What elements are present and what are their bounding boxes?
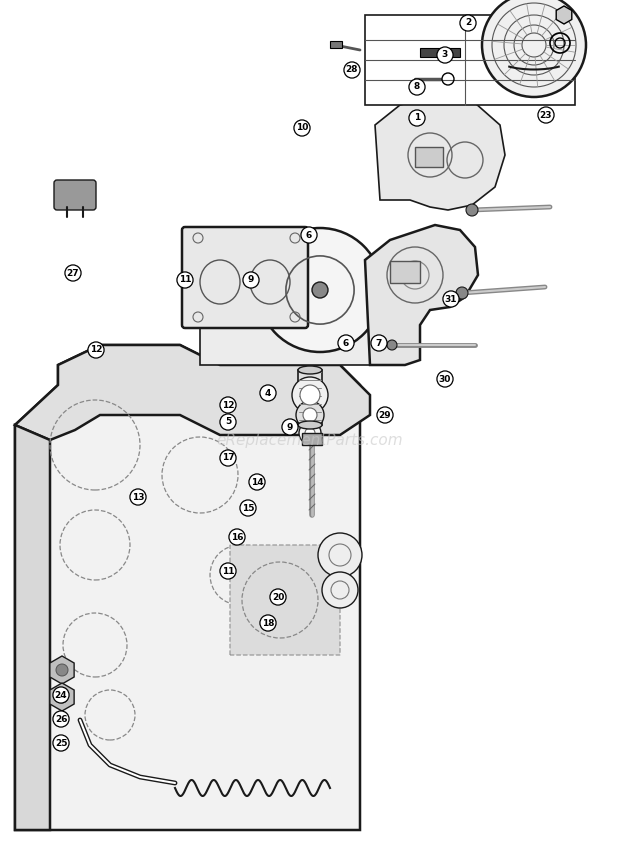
Circle shape (296, 401, 324, 429)
Circle shape (56, 691, 68, 703)
Text: 8: 8 (414, 82, 420, 91)
Circle shape (249, 474, 265, 490)
Polygon shape (365, 225, 478, 365)
Text: 6: 6 (306, 231, 312, 239)
Text: 18: 18 (262, 618, 274, 628)
Circle shape (303, 408, 317, 422)
Text: 24: 24 (55, 691, 68, 699)
Text: 11: 11 (222, 567, 234, 575)
Polygon shape (230, 545, 340, 655)
Text: 28: 28 (346, 66, 358, 74)
Polygon shape (15, 425, 50, 830)
Circle shape (318, 533, 362, 577)
Ellipse shape (298, 366, 322, 374)
Circle shape (437, 371, 453, 387)
Text: 25: 25 (55, 739, 67, 747)
Polygon shape (15, 345, 360, 830)
Text: 26: 26 (55, 715, 67, 723)
Circle shape (220, 414, 236, 430)
Text: 14: 14 (250, 477, 264, 486)
Circle shape (53, 735, 69, 751)
Text: 13: 13 (131, 492, 144, 502)
Circle shape (282, 419, 298, 435)
Circle shape (482, 0, 586, 97)
Circle shape (322, 572, 358, 608)
Text: 12: 12 (90, 345, 102, 355)
Bar (298, 370, 322, 425)
Circle shape (260, 615, 276, 631)
FancyBboxPatch shape (54, 180, 96, 210)
Circle shape (443, 291, 459, 307)
Circle shape (270, 589, 286, 605)
Circle shape (220, 563, 236, 579)
Circle shape (258, 228, 382, 352)
Bar (420, 48, 460, 57)
Bar (330, 41, 342, 48)
Bar (415, 147, 443, 167)
Text: 31: 31 (445, 294, 458, 304)
Text: eReplacementParts.com: eReplacementParts.com (216, 433, 404, 447)
Circle shape (409, 110, 425, 126)
Circle shape (177, 272, 193, 288)
Text: 20: 20 (272, 593, 284, 602)
Circle shape (56, 664, 68, 676)
Circle shape (243, 272, 259, 288)
Text: 6: 6 (343, 339, 349, 347)
Circle shape (88, 342, 104, 358)
Text: 30: 30 (439, 374, 451, 384)
Circle shape (409, 79, 425, 95)
Bar (302, 433, 322, 445)
Text: 5: 5 (225, 417, 231, 427)
Circle shape (220, 397, 236, 413)
Text: 17: 17 (222, 453, 234, 463)
Text: 12: 12 (222, 400, 234, 410)
Circle shape (294, 120, 310, 136)
Circle shape (344, 62, 360, 78)
Circle shape (466, 204, 478, 216)
Text: 10: 10 (296, 123, 308, 133)
Text: 9: 9 (287, 422, 293, 432)
Circle shape (387, 340, 397, 350)
Circle shape (220, 450, 236, 466)
Text: 7: 7 (376, 339, 382, 347)
Bar (390, 261, 420, 283)
Text: 3: 3 (442, 50, 448, 60)
Text: 11: 11 (179, 275, 191, 285)
Bar (365, 15, 575, 105)
Circle shape (53, 687, 69, 703)
Polygon shape (15, 345, 370, 440)
Text: 29: 29 (379, 410, 391, 420)
Circle shape (229, 529, 245, 545)
Circle shape (338, 335, 354, 351)
Circle shape (312, 282, 328, 298)
Circle shape (538, 107, 554, 123)
Circle shape (460, 15, 476, 31)
Ellipse shape (298, 421, 322, 429)
Polygon shape (375, 95, 505, 210)
Circle shape (65, 265, 81, 281)
Circle shape (437, 47, 453, 63)
Circle shape (292, 377, 328, 413)
Circle shape (130, 489, 146, 505)
Text: 15: 15 (242, 504, 254, 512)
Circle shape (260, 385, 276, 401)
Text: 16: 16 (231, 533, 243, 541)
Text: 1: 1 (414, 114, 420, 122)
Circle shape (456, 287, 468, 299)
Text: 9: 9 (248, 275, 254, 285)
Circle shape (377, 407, 393, 423)
Circle shape (300, 385, 320, 405)
Text: 4: 4 (265, 388, 271, 398)
Circle shape (301, 227, 317, 243)
Text: 27: 27 (67, 268, 79, 278)
Text: 2: 2 (465, 19, 471, 27)
Circle shape (305, 428, 315, 438)
Circle shape (299, 422, 321, 444)
Circle shape (240, 500, 256, 516)
Circle shape (53, 711, 69, 727)
Text: 23: 23 (540, 110, 552, 120)
Circle shape (371, 335, 387, 351)
Polygon shape (200, 265, 390, 365)
FancyBboxPatch shape (182, 227, 308, 328)
